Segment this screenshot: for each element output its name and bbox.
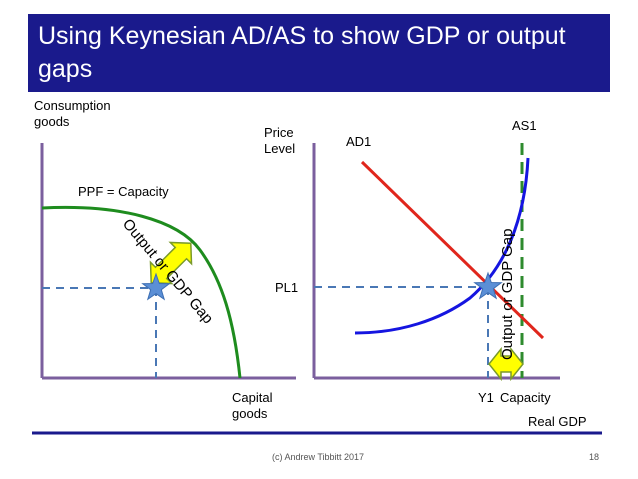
- ppf-gap-label: Output or GDP Gap: [119, 216, 217, 328]
- adas-y-axis-label: Price Level: [264, 125, 295, 157]
- ppf-y-axis-label-line2: goods: [34, 114, 70, 129]
- adas-y-axis-label-line1: Price: [264, 125, 294, 140]
- ppf-gap-double-arrow: [149, 241, 193, 285]
- as-curve-label: AS1: [512, 118, 537, 133]
- price-level-label: PL1: [275, 280, 299, 295]
- ppf-x-axis-label: Capital goods: [232, 390, 272, 422]
- as-curve: [354, 157, 530, 335]
- adas-gap-label: Output or GDP Gap: [499, 229, 516, 360]
- ppf-x-axis-label-line2: goods: [232, 406, 268, 421]
- adas-x-axis-label: Real GDP: [528, 414, 587, 429]
- ppf-output-star-icon: [141, 272, 171, 301]
- ppf-y-axis-label-line1: Consumption: [34, 98, 111, 113]
- slide-footer-credit: (c) Andrew Tibbitt 2017: [272, 452, 365, 462]
- adas-equilibrium-star-icon: [473, 271, 503, 300]
- ppf-curve-label: PPF = Capacity: [78, 184, 169, 199]
- adas-gap-double-arrow: [488, 346, 524, 382]
- adas-y-axis-label-line2: Level: [264, 141, 296, 156]
- ppf-y-axis-label: Consumption goods: [34, 98, 111, 130]
- slide-page-number: 18: [589, 452, 600, 462]
- ad-curve: [360, 160, 545, 340]
- ppf-x-axis-label-line1: Capital: [232, 390, 273, 405]
- slide-title: Using Keynesian AD/AS to show GDP or out…: [28, 14, 610, 92]
- capacity-label: Capacity: [500, 390, 551, 405]
- ppf-curve: [41, 205, 242, 379]
- output-y1-label: Y1: [478, 390, 494, 405]
- ad-curve-label: AD1: [346, 134, 372, 149]
